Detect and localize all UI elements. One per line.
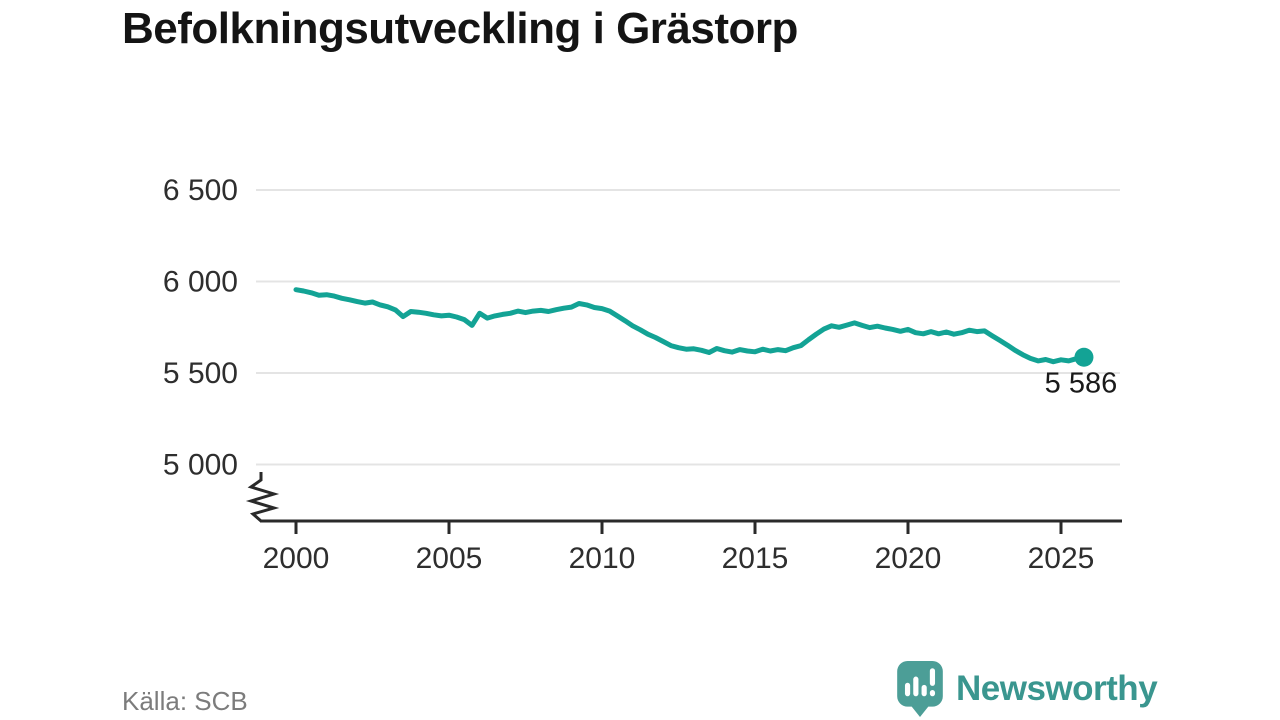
newsworthy-logo-text: Newsworthy bbox=[956, 669, 1158, 708]
x-axis-tick-label: 2010 bbox=[569, 542, 636, 575]
newsworthy-logo: Newsworthy bbox=[897, 661, 1158, 717]
x-axis-tick-label: 2005 bbox=[416, 542, 483, 575]
last-value-dot bbox=[1074, 347, 1094, 367]
y-axis-tick-label: 6 500 bbox=[163, 174, 238, 207]
y-axis-tick-label: 5 000 bbox=[163, 449, 238, 482]
newsworthy-speech-bubble-icon bbox=[897, 661, 943, 717]
speech-bubble-shape bbox=[897, 661, 943, 717]
y-axis-tick-label: 6 000 bbox=[163, 266, 238, 299]
population-series-line bbox=[293, 287, 1087, 365]
x-axis-tick-label: 2025 bbox=[1028, 542, 1095, 575]
x-axis-tick-label: 2015 bbox=[722, 542, 789, 575]
source-caption: Källa: SCB bbox=[122, 686, 248, 716]
chart-title: Befolkningsutveckling i Grästorp bbox=[122, 4, 798, 53]
last-value-label: 5 586 bbox=[1045, 367, 1118, 399]
x-axis-tick-label: 2020 bbox=[875, 542, 942, 575]
bar-chart-exclamation-glyph bbox=[904, 668, 936, 697]
y-axis-break-icon bbox=[245, 472, 280, 523]
y-axis-tick-label: 5 500 bbox=[163, 357, 238, 390]
x-axis-tick-label: 2000 bbox=[263, 542, 330, 575]
